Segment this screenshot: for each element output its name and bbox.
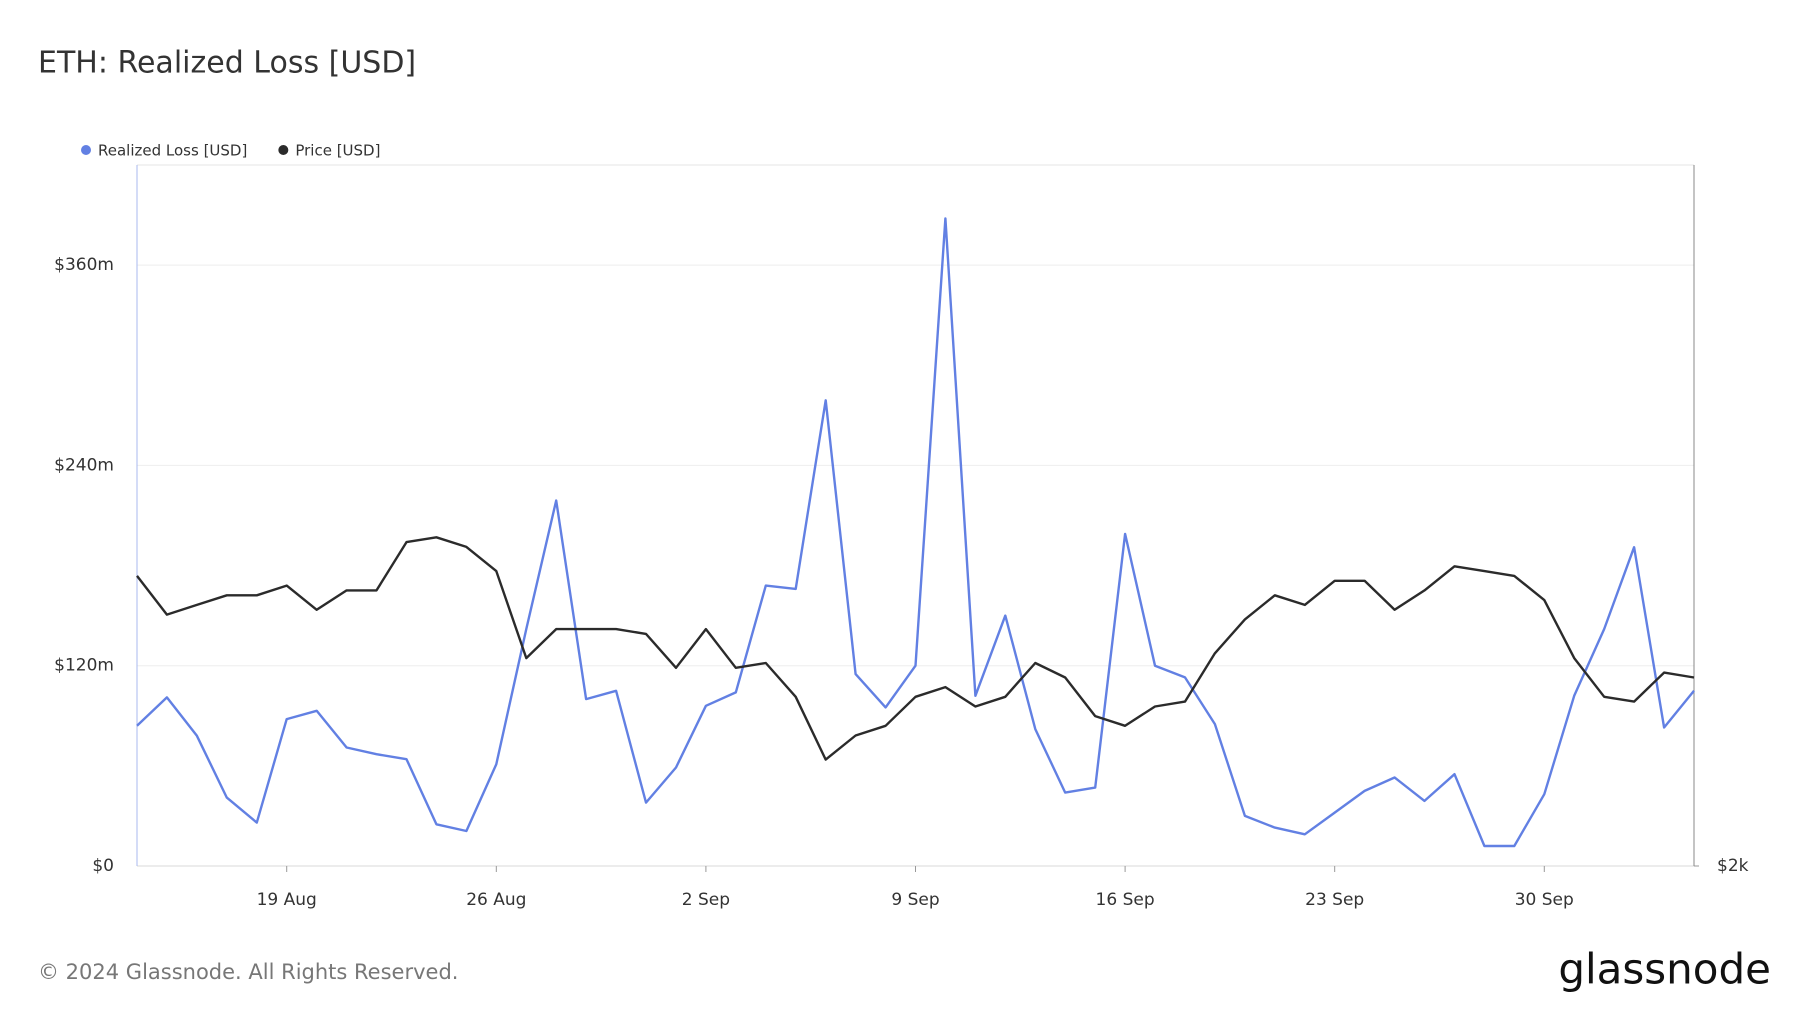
y-tick-label: $120m xyxy=(54,656,114,676)
y-tick-label: $240m xyxy=(54,455,114,475)
legend-label: Realized Loss [USD] xyxy=(98,142,247,160)
footer: © 2024 Glassnode. All Rights Reserved. xyxy=(38,960,458,984)
y2-tick-label: $2k xyxy=(1717,856,1749,876)
y-tick-label: $0 xyxy=(92,856,114,876)
series-line xyxy=(136,217,1695,848)
x-tick-label: 19 Aug xyxy=(257,890,317,910)
legend-marker xyxy=(81,145,91,155)
x-tick-label: 16 Sep xyxy=(1096,890,1155,910)
x-tick-label: 2 Sep xyxy=(682,890,730,910)
series-line xyxy=(136,536,1695,761)
brand-logo: glassnode xyxy=(1558,945,1771,994)
legend-marker xyxy=(278,145,289,155)
y-tick-label: $360m xyxy=(54,255,114,275)
chart-title: ETH: Realized Loss [USD] xyxy=(38,46,416,81)
x-tick-label: 9 Sep xyxy=(891,890,939,910)
legend-label: Price [USD] xyxy=(295,142,380,160)
x-tick-label: 30 Sep xyxy=(1515,890,1574,910)
x-tick-label: 26 Aug xyxy=(466,890,526,910)
x-tick-label: 23 Sep xyxy=(1305,890,1364,910)
